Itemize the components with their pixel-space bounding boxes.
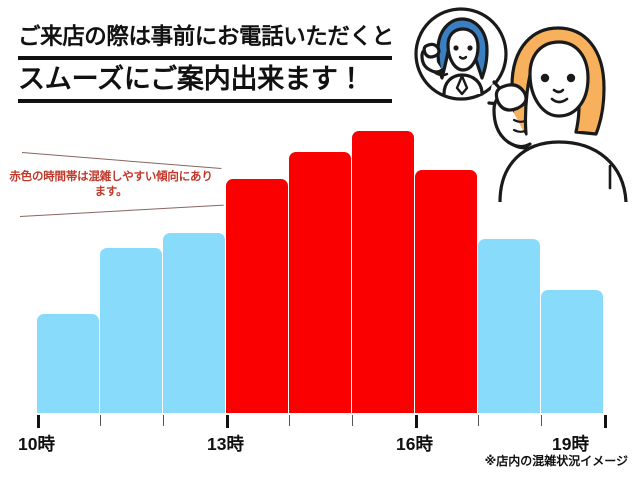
chart-bar — [541, 290, 603, 413]
axis-hour-label: 16時 — [396, 434, 433, 454]
axis-tick-minor — [100, 415, 101, 426]
headline-rule-top — [18, 56, 392, 60]
chart-bar — [100, 248, 162, 413]
headline-rule-bottom — [18, 99, 392, 103]
chart-bar — [289, 152, 351, 413]
headline-line-2: スムーズにご案内出来ます！ — [18, 64, 365, 94]
axis-tick-minor — [289, 415, 290, 426]
customer-body — [498, 140, 628, 202]
phone-illustration — [414, 7, 628, 202]
axis-tick-major — [604, 415, 607, 428]
axis-tick-minor — [352, 415, 353, 426]
chart-bar — [478, 239, 540, 413]
axis-hour-label: 13時 — [207, 434, 244, 454]
axis-tick-major — [415, 415, 418, 428]
headline-block: ご来店の際は事前にお電話いただくと スムーズにご案内出来ます！ — [18, 22, 394, 103]
axis-tick-major — [37, 415, 40, 428]
axis-hour-label: 10時 — [18, 434, 55, 454]
annotation-line-top — [21, 152, 222, 170]
annotation-line-bottom — [19, 204, 224, 217]
chart-bar — [226, 179, 288, 413]
congestion-annotation: 赤色の時間帯は混雑しやすい傾向にあります。 — [9, 171, 213, 198]
axis-tick-major — [226, 415, 229, 428]
chart-bar — [415, 170, 477, 413]
axis-tick-minor — [163, 415, 164, 426]
axis-tick-minor — [541, 415, 542, 426]
staff-face — [446, 27, 480, 72]
chart-bar — [37, 314, 99, 413]
chart-footnote: ※店内の混雑状況イメージ — [484, 454, 628, 468]
headline-line-1: ご来店の際は事前にお電話いただくと — [18, 24, 394, 49]
axis-tick-minor — [478, 415, 479, 426]
chart-bar — [163, 233, 225, 413]
customer-face — [528, 40, 590, 118]
